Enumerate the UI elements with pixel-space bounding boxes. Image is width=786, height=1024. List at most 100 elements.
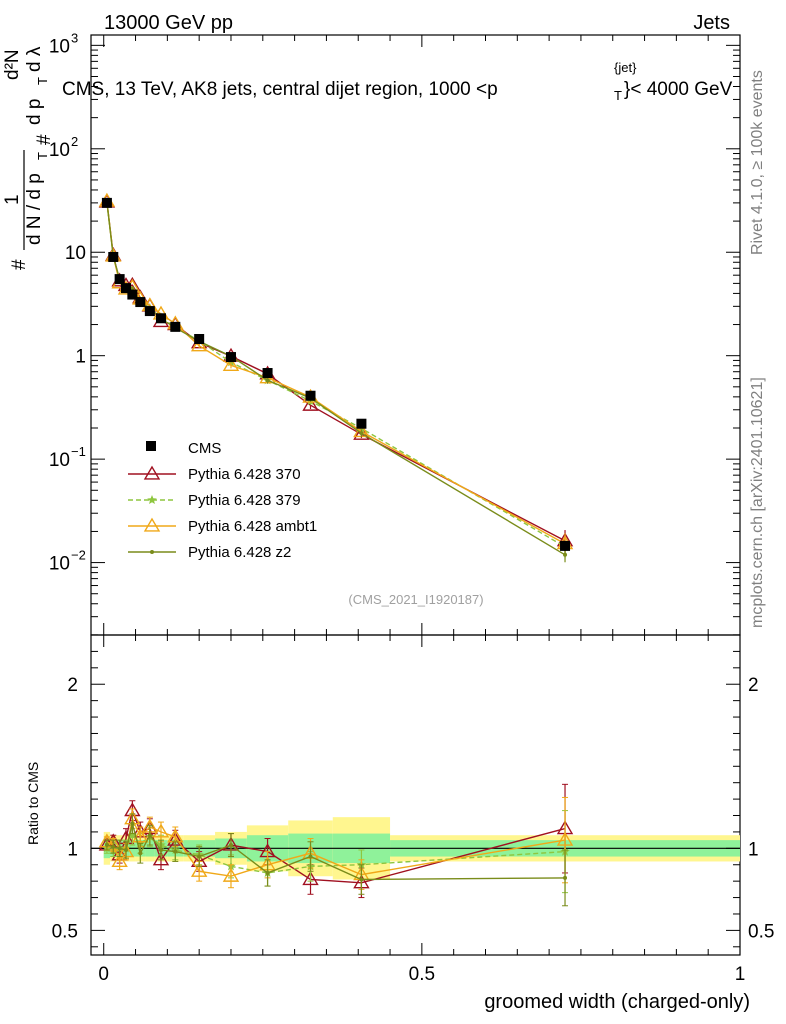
- y-tick-label-ratio-right: 1: [748, 839, 759, 860]
- series-point-main: [265, 378, 270, 383]
- series-line-main: [106, 201, 566, 545]
- legend-label-cms: CMS: [188, 440, 221, 457]
- legend-marker-cms: [146, 441, 156, 451]
- series-point-ratio: [265, 870, 270, 875]
- mcplots-label: mcplots.cern.ch [arXiv:2401.10621]: [749, 377, 766, 628]
- cms-data-point: [155, 313, 166, 324]
- cms-data-point: [135, 297, 146, 308]
- series-point-ratio: [123, 847, 128, 852]
- cms-data-point: [108, 251, 119, 262]
- series-point-main: [359, 431, 364, 436]
- y-tick-label-main: 10: [49, 140, 70, 161]
- legend-marker: [143, 465, 161, 480]
- legend-label: Pythia 6.428 ambt1: [188, 518, 317, 535]
- legend: CMS Pythia 6.428 370 Pythia 6.428 379 Pyth…: [128, 440, 317, 561]
- cms-data-point: [194, 333, 205, 344]
- series-point-main: [563, 552, 568, 557]
- cms-data-point: [127, 289, 138, 300]
- series-point-ratio: [308, 854, 313, 859]
- series-point-ratio: [138, 851, 143, 856]
- series-point-ratio: [127, 830, 138, 840]
- x-tick-label: 0.5: [409, 964, 435, 985]
- ylabel-d2n: d²N: [2, 49, 23, 80]
- chart-title-sub: T: [614, 88, 622, 103]
- y-tick-label-ratio-right: 2: [748, 675, 759, 696]
- ylabel-dpt: d p: [24, 99, 45, 125]
- legend-marker: [143, 517, 161, 532]
- cms-data-point: [356, 418, 367, 429]
- cms-data-point: [114, 274, 125, 285]
- series-point-ratio: [130, 821, 135, 826]
- ylabel-dl: d λ: [24, 46, 45, 72]
- cms-data-point: [170, 321, 181, 332]
- series-point-ratio: [228, 843, 233, 848]
- series-point-ratio: [563, 875, 568, 880]
- legend-label: Pythia 6.428 370: [188, 466, 301, 483]
- y-tick-label-ratio-right: 0.5: [748, 921, 774, 942]
- y-tick-label-main: 1: [75, 347, 86, 368]
- series-line-main: [106, 201, 566, 556]
- cms-data-point: [305, 390, 316, 401]
- main-series-layer: [98, 192, 574, 563]
- y-axis-label-ratio: Ratio to CMS: [25, 762, 41, 845]
- y-tick-label-main: 10: [65, 243, 86, 264]
- y-axis-label-main: # d N / d p T 1 # d²N d p T d λ: [2, 46, 55, 270]
- series-point-ratio: [111, 853, 128, 868]
- rivet-label: Rivet 4.1.0, ≥ 100k events: [749, 70, 766, 255]
- y-tick-label-main: 10: [49, 36, 70, 57]
- series-line-main: [106, 202, 566, 548]
- series-point-ratio: [104, 843, 109, 848]
- x-tick-label: 1: [735, 964, 746, 985]
- analysis-watermark: (CMS_2021_I1920187): [348, 592, 483, 607]
- series-point-ratio: [152, 851, 170, 866]
- ylabel-den: d N / d p: [24, 173, 45, 245]
- legend-marker: [150, 550, 154, 554]
- y-tick-label-exp: 2: [71, 134, 78, 149]
- y-tick-label-exp: −2: [71, 548, 86, 563]
- series-point-ratio: [190, 862, 208, 877]
- chart-title-main: CMS, 13 TeV, AK8 jets, central dijet reg…: [62, 79, 498, 100]
- cms-data-point: [144, 306, 155, 317]
- ratio-series-layer: [98, 783, 574, 907]
- y-tick-label-main: 10: [49, 450, 70, 471]
- cms-data-point: [560, 540, 571, 551]
- series-line-main: [106, 201, 566, 542]
- chart-title-sup: {jet}: [614, 60, 637, 75]
- ylabel-hash-2: #: [34, 134, 55, 145]
- series-point-main: [222, 357, 240, 372]
- legend-label: Pythia 6.428 z2: [188, 544, 291, 561]
- cms-data-point: [225, 352, 236, 363]
- x-tick-label: 0: [98, 964, 109, 985]
- ylabel-den-sub: T: [35, 152, 50, 160]
- y-tick-label-exp: −1: [71, 444, 86, 459]
- cms-data-point: [120, 283, 131, 294]
- x-axis-label: groomed width (charged-only): [484, 991, 750, 1013]
- header-left: 13000 GeV pp: [104, 12, 233, 34]
- series-point-ratio: [556, 831, 574, 846]
- y-tick-label-ratio: 0.5: [52, 921, 78, 942]
- ylabel-hash-1: #: [9, 259, 30, 270]
- series-point-ratio: [132, 828, 149, 843]
- chart-title: CMS, 13 TeV, AK8 jets, central dijet reg…: [62, 79, 498, 100]
- y-tick-label-ratio: 1: [67, 839, 78, 860]
- series-point-ratio: [147, 833, 152, 838]
- cms-data-point: [101, 197, 112, 208]
- series-point-ratio: [158, 847, 163, 852]
- legend-label: Pythia 6.428 379: [188, 492, 301, 509]
- series-point-ratio: [302, 871, 319, 886]
- y-tick-label-ratio: 2: [67, 675, 78, 696]
- series-point-ratio: [222, 867, 240, 882]
- cms-data-point: [262, 368, 273, 379]
- series-point-ratio: [117, 846, 122, 851]
- series-point-ratio: [197, 854, 202, 859]
- series-point-main: [130, 286, 135, 291]
- series-point-ratio: [173, 849, 178, 854]
- series-point-main: [190, 337, 208, 352]
- chart-title-end: }< 4000 GeV: [624, 79, 733, 100]
- ylabel-one: 1: [2, 194, 23, 205]
- y-tick-label-exp: 3: [71, 30, 78, 45]
- series-point-ratio: [111, 844, 116, 849]
- header-right: Jets: [693, 12, 730, 34]
